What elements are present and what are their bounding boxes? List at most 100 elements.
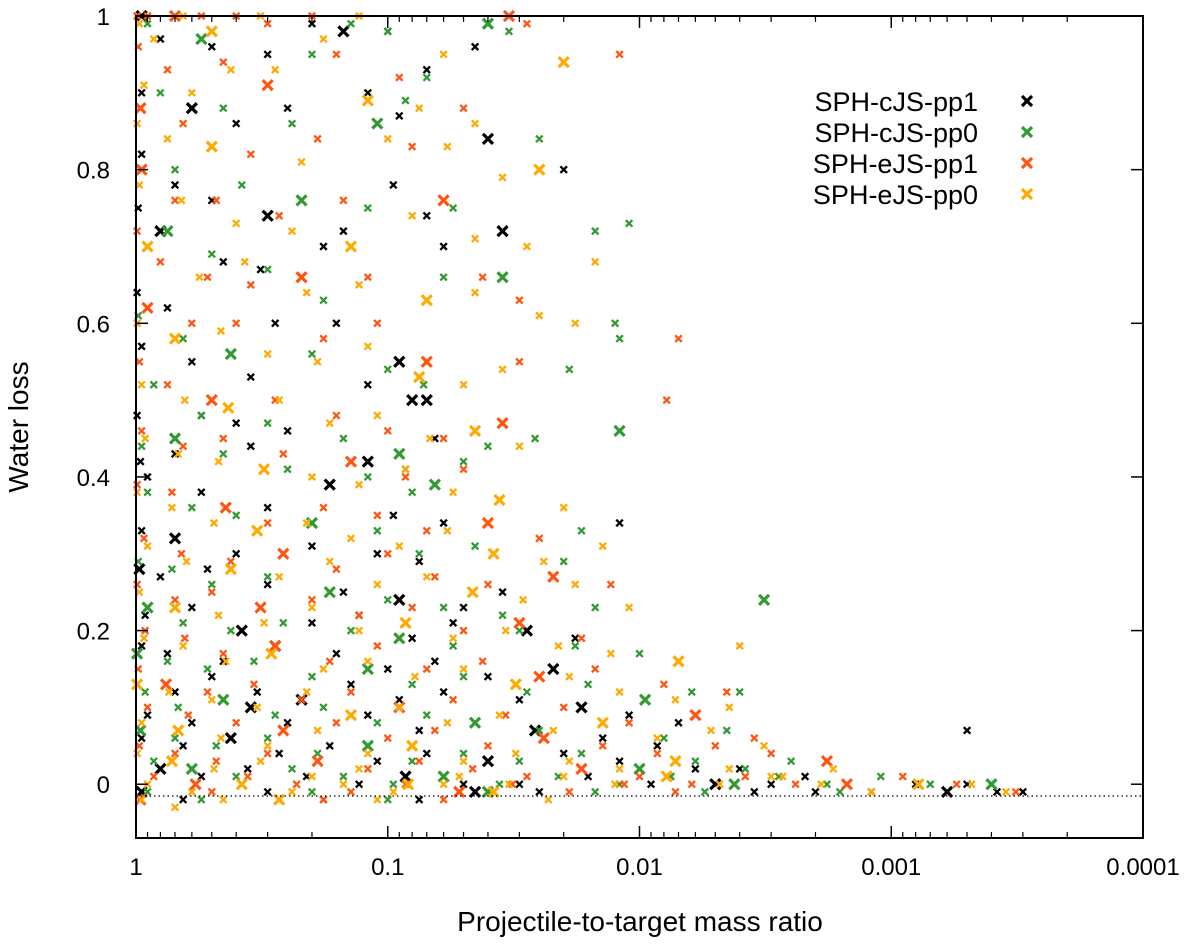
data-point xyxy=(178,442,188,451)
data-point xyxy=(354,780,364,789)
data-point xyxy=(170,749,180,758)
data-point xyxy=(985,778,998,791)
data-point xyxy=(287,787,297,797)
data-point xyxy=(170,180,180,190)
data-point xyxy=(876,772,885,781)
data-point xyxy=(940,785,954,799)
data-point xyxy=(263,349,272,359)
data-point xyxy=(487,547,500,560)
legend-marker xyxy=(1020,187,1034,201)
data-point xyxy=(168,432,182,445)
data-point xyxy=(256,265,265,274)
data-point xyxy=(687,780,696,789)
data-point xyxy=(422,664,431,674)
data-point xyxy=(271,319,280,328)
data-point xyxy=(559,503,568,512)
data-point xyxy=(559,772,568,781)
data-point xyxy=(383,365,392,374)
plot-area-frame xyxy=(135,15,1144,839)
data-point xyxy=(287,119,297,128)
data-point xyxy=(346,19,356,28)
data-point xyxy=(195,273,204,282)
data-point xyxy=(354,280,364,289)
data-point xyxy=(496,417,509,430)
data-point xyxy=(283,426,292,435)
data-point xyxy=(535,134,544,144)
data-point xyxy=(767,780,776,789)
data-point xyxy=(750,734,759,743)
data-point xyxy=(430,726,439,735)
data-point xyxy=(263,19,272,28)
data-point xyxy=(439,687,448,697)
data-point xyxy=(383,734,392,743)
data-point xyxy=(283,718,292,727)
data-point xyxy=(132,580,142,589)
data-point xyxy=(134,724,147,737)
data-point xyxy=(449,641,458,651)
data-point xyxy=(132,119,142,128)
data-point xyxy=(246,150,255,159)
data-point xyxy=(565,365,574,374)
data-point xyxy=(498,588,507,597)
data-point xyxy=(415,557,424,566)
y-tick-label: 0.8 xyxy=(77,158,110,185)
data-point xyxy=(339,780,348,789)
data-point xyxy=(219,57,228,67)
data-point xyxy=(271,710,280,720)
data-point xyxy=(197,488,206,497)
data-point xyxy=(302,687,311,697)
data-point xyxy=(263,518,272,528)
data-point xyxy=(363,342,372,351)
data-point xyxy=(178,334,188,343)
series-SPH-eJS-pp0 xyxy=(130,11,1011,812)
data-point xyxy=(596,716,609,729)
data-point xyxy=(361,455,374,468)
data-point xyxy=(481,755,495,768)
data-point xyxy=(399,770,412,783)
data-point xyxy=(395,73,404,82)
data-point xyxy=(214,611,223,620)
data-point xyxy=(422,211,431,220)
data-point xyxy=(459,603,468,612)
data-point xyxy=(344,708,358,722)
data-point xyxy=(422,526,431,535)
data-point xyxy=(549,726,558,735)
data-point xyxy=(420,393,433,407)
data-point xyxy=(214,457,223,466)
data-point xyxy=(246,372,255,382)
data-point xyxy=(207,42,216,51)
data-point xyxy=(383,27,392,36)
data-point xyxy=(307,541,317,551)
data-point xyxy=(219,657,228,666)
data-point xyxy=(615,50,624,59)
data-point xyxy=(143,787,152,797)
data-point xyxy=(415,549,424,558)
data-point xyxy=(459,780,468,789)
data-point xyxy=(219,434,228,443)
data-point xyxy=(323,478,336,491)
data-point xyxy=(226,557,235,566)
data-point xyxy=(515,442,524,451)
data-point xyxy=(406,393,419,407)
data-point xyxy=(410,672,420,681)
data-point xyxy=(354,611,364,620)
data-point xyxy=(571,319,580,328)
data-point xyxy=(487,785,500,799)
data-point xyxy=(613,424,626,437)
data-point xyxy=(395,703,404,712)
data-point xyxy=(207,250,216,259)
data-point xyxy=(495,710,504,720)
data-point xyxy=(167,503,177,512)
data-point xyxy=(235,778,248,791)
x-tick-label: 0.01 xyxy=(616,854,663,881)
x-tick-label: 1 xyxy=(129,854,142,881)
data-point xyxy=(406,739,419,752)
data-point xyxy=(177,196,186,205)
data-point xyxy=(420,294,433,307)
data-point xyxy=(422,710,431,720)
data-points-layer xyxy=(130,9,1027,812)
data-point xyxy=(261,209,274,222)
data-point xyxy=(178,618,188,628)
data-point xyxy=(449,203,458,213)
data-point xyxy=(185,102,198,115)
